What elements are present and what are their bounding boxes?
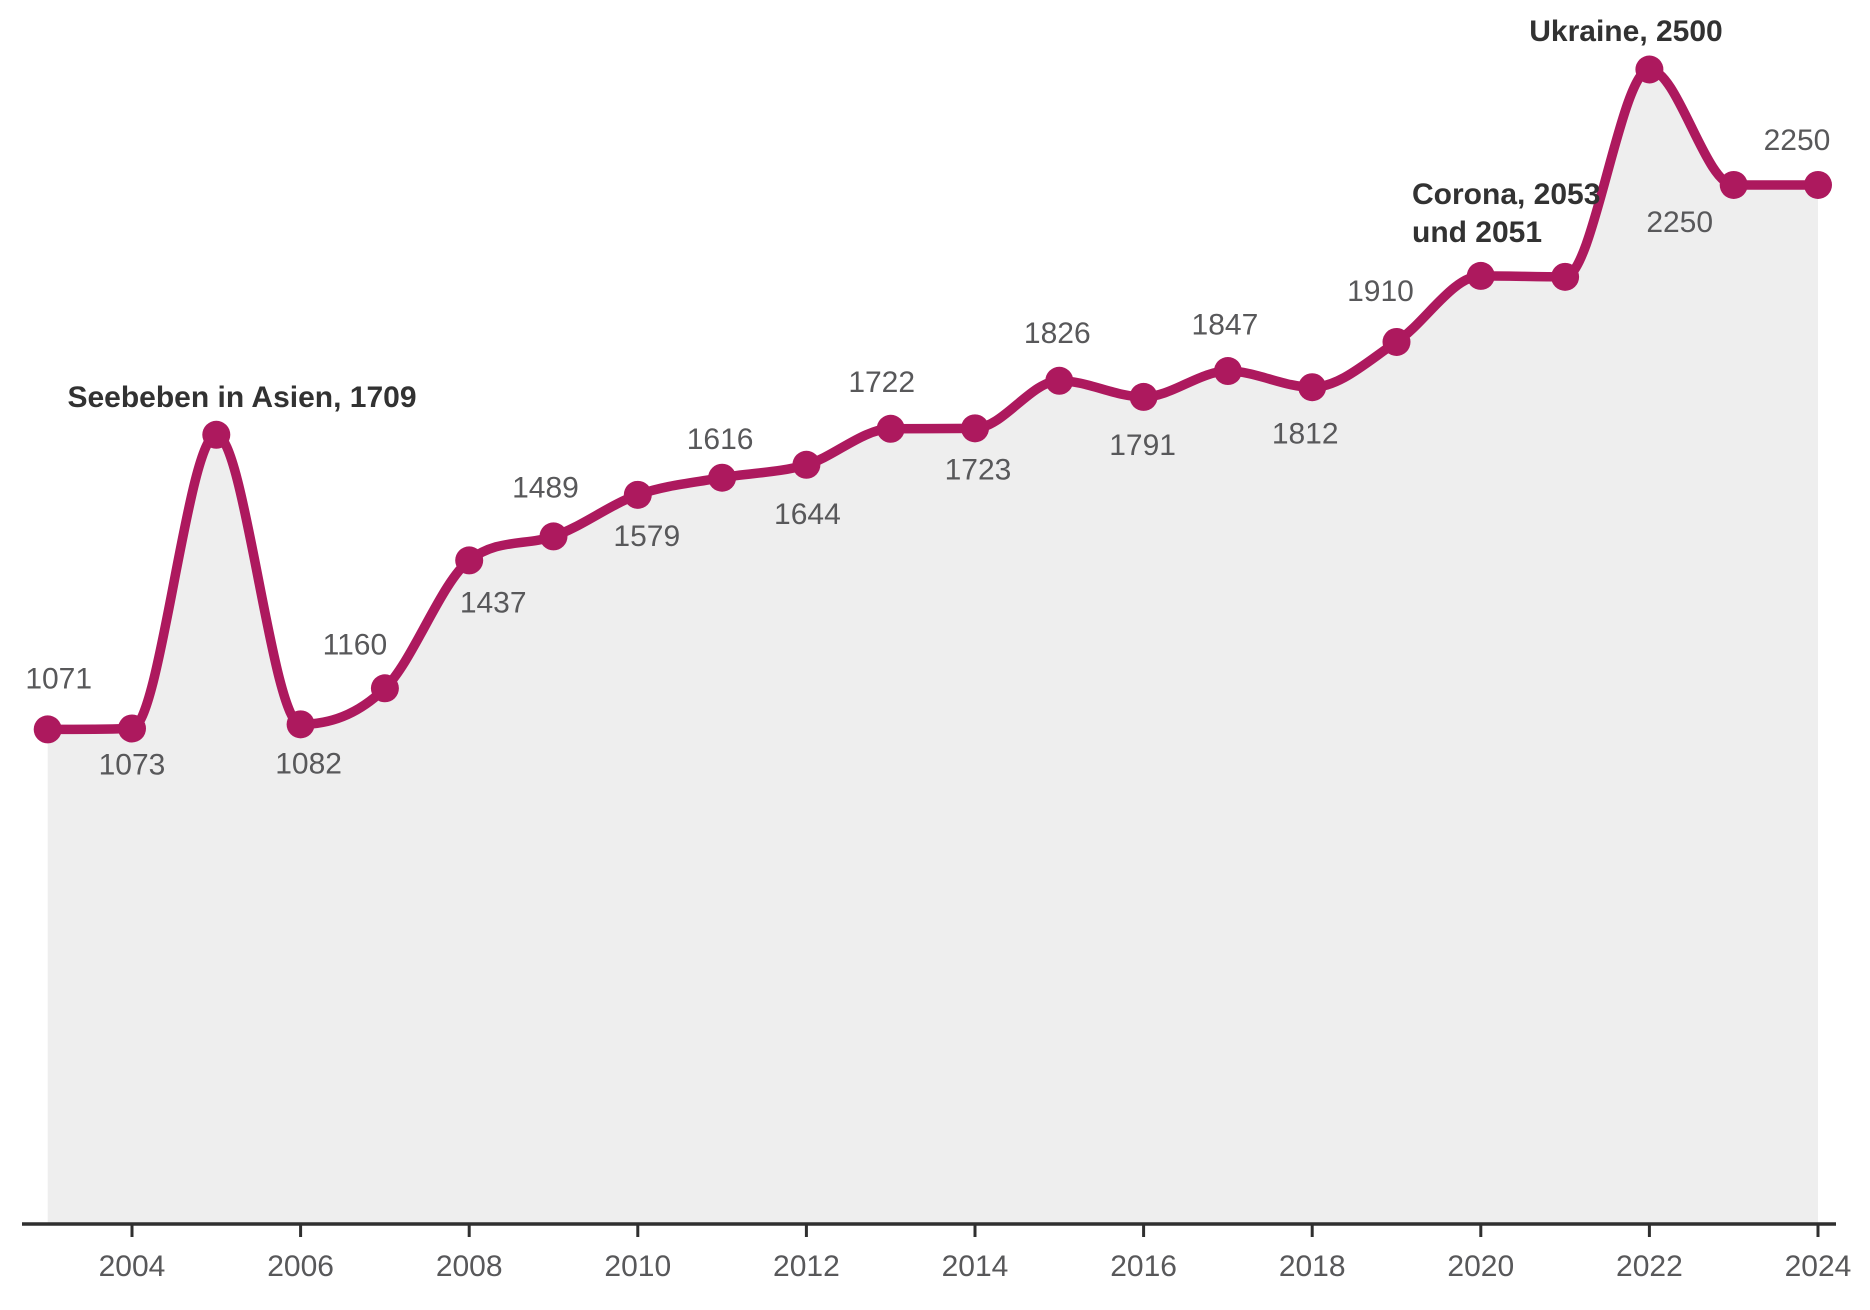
value-label: 1723 xyxy=(945,454,1012,487)
data-point-marker xyxy=(1719,170,1748,199)
value-label: 1082 xyxy=(275,748,342,781)
value-label: 1071 xyxy=(25,663,92,696)
data-point-marker xyxy=(1551,262,1580,291)
x-axis-tick-label: 2010 xyxy=(604,1250,671,1283)
data-point-marker xyxy=(1466,261,1495,290)
data-point-marker xyxy=(792,450,821,479)
value-label: 1847 xyxy=(1192,308,1259,341)
data-point-marker xyxy=(876,414,905,443)
annotation-label: Corona, 2053 xyxy=(1412,178,1600,211)
data-point-marker xyxy=(961,414,989,443)
value-label: 2250 xyxy=(1646,206,1713,239)
value-label: 1722 xyxy=(848,366,915,399)
data-point-marker xyxy=(1298,373,1327,402)
data-point-marker xyxy=(708,463,737,492)
value-label: 1812 xyxy=(1272,417,1339,450)
value-label: 1437 xyxy=(460,587,527,620)
x-axis-tick-label: 2018 xyxy=(1279,1250,1346,1283)
data-point-marker xyxy=(1213,357,1242,386)
data-point-marker xyxy=(1635,55,1664,84)
annotation-label: und 2051 xyxy=(1412,216,1542,249)
annotation-label: Seebeben in Asien, 1709 xyxy=(67,381,416,414)
data-point-marker xyxy=(539,522,568,551)
x-axis-tick-label: 2004 xyxy=(99,1250,166,1283)
data-point-marker xyxy=(286,710,315,739)
annotation-label: Ukraine, 2500 xyxy=(1529,15,1722,48)
data-point-marker xyxy=(33,715,62,744)
data-point-marker xyxy=(1045,366,1074,395)
value-label: 1073 xyxy=(99,749,166,782)
x-axis-tick-label: 2022 xyxy=(1616,1250,1683,1283)
value-label: 1826 xyxy=(1024,317,1091,350)
x-axis-tick-label: 2016 xyxy=(1110,1250,1177,1283)
data-point-marker xyxy=(370,674,399,703)
data-point-marker xyxy=(1804,170,1832,199)
value-label: 1160 xyxy=(323,629,388,662)
x-axis-tick-label: 2014 xyxy=(942,1250,1009,1283)
value-label: 1910 xyxy=(1347,275,1414,308)
data-point-marker xyxy=(118,714,146,743)
x-axis-tick-label: 2024 xyxy=(1785,1250,1852,1283)
value-label: 1644 xyxy=(774,498,841,531)
data-point-marker xyxy=(1129,382,1158,411)
area-fill xyxy=(47,69,1819,1224)
value-label: 1616 xyxy=(687,423,754,456)
value-label: 1791 xyxy=(1109,429,1176,462)
x-axis-tick-label: 2020 xyxy=(1447,1250,1514,1283)
data-point-marker xyxy=(455,546,484,575)
value-label: 1489 xyxy=(512,472,579,505)
value-label: 1579 xyxy=(613,520,680,553)
x-axis-tick-label: 2012 xyxy=(773,1250,840,1283)
data-point-marker xyxy=(623,480,652,509)
data-point-marker xyxy=(202,420,231,449)
value-label: 2250 xyxy=(1764,124,1831,157)
x-axis-tick-label: 2008 xyxy=(436,1250,503,1283)
x-axis-tick-label: 2006 xyxy=(267,1250,334,1283)
data-point-marker xyxy=(1382,327,1411,356)
